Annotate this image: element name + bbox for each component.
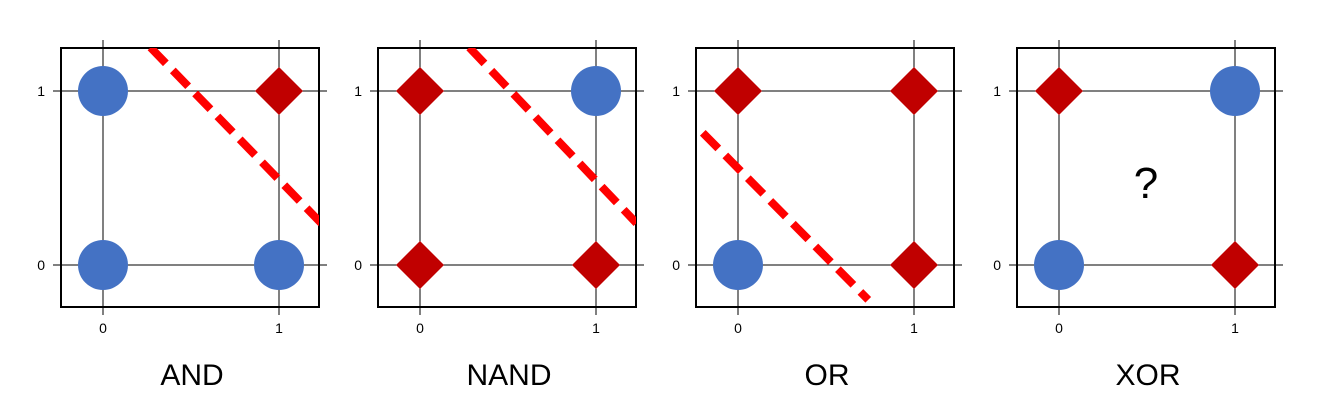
- y-tick-label: 1: [354, 83, 362, 99]
- y-tick-label: 0: [354, 257, 362, 273]
- x-tick-label: 0: [734, 320, 742, 336]
- diamond-point: [1035, 67, 1083, 115]
- circle-point: [1210, 66, 1260, 116]
- panel-nand: 0 1 0 1 NAND: [354, 40, 644, 392]
- diamond-point: [714, 67, 762, 115]
- plot-frame: [377, 47, 637, 308]
- x-tick-label: 1: [1231, 320, 1239, 336]
- panel-title: OR: [805, 359, 850, 392]
- diamond-point: [890, 241, 938, 289]
- question-mark-annotation: ?: [1134, 159, 1158, 208]
- y-tick-label: 0: [993, 257, 1001, 273]
- y-tick-label: 1: [993, 83, 1001, 99]
- plot-frame: [60, 47, 320, 308]
- x-tick-label: 1: [275, 320, 283, 336]
- decision-boundary-line: [466, 48, 636, 226]
- x-tick-label: 0: [99, 320, 107, 336]
- diamond-point: [890, 67, 938, 115]
- panel-or: 0 1 0 1 OR: [672, 40, 962, 392]
- panel-title: AND: [160, 359, 223, 392]
- diamond-point: [1211, 241, 1259, 289]
- y-tick-label: 0: [672, 257, 680, 273]
- diamond-point: [396, 67, 444, 115]
- circle-point: [1034, 240, 1084, 290]
- diamond-point: [255, 67, 303, 115]
- x-tick-label: 0: [416, 320, 424, 336]
- circle-point: [571, 66, 621, 116]
- diamond-point: [396, 241, 444, 289]
- decision-boundary-line: [147, 48, 319, 227]
- panel-title: NAND: [466, 359, 551, 392]
- x-tick-label: 0: [1055, 320, 1063, 336]
- y-tick-label: 1: [672, 83, 680, 99]
- circle-point: [78, 240, 128, 290]
- circle-point: [78, 66, 128, 116]
- panel-title: XOR: [1115, 359, 1180, 392]
- panel-xor: 0 1 0 1? XOR: [993, 40, 1283, 392]
- decision-boundary-line: [699, 129, 872, 303]
- y-tick-label: 0: [37, 257, 45, 273]
- plot-frame: [695, 47, 955, 308]
- panel-and: 0 1 0 1 AND: [37, 40, 327, 392]
- x-tick-label: 1: [910, 320, 918, 336]
- y-tick-label: 1: [37, 83, 45, 99]
- x-tick-label: 1: [592, 320, 600, 336]
- circle-point: [713, 240, 763, 290]
- circle-point: [254, 240, 304, 290]
- diamond-point: [572, 241, 620, 289]
- plot-frame: [1016, 47, 1276, 308]
